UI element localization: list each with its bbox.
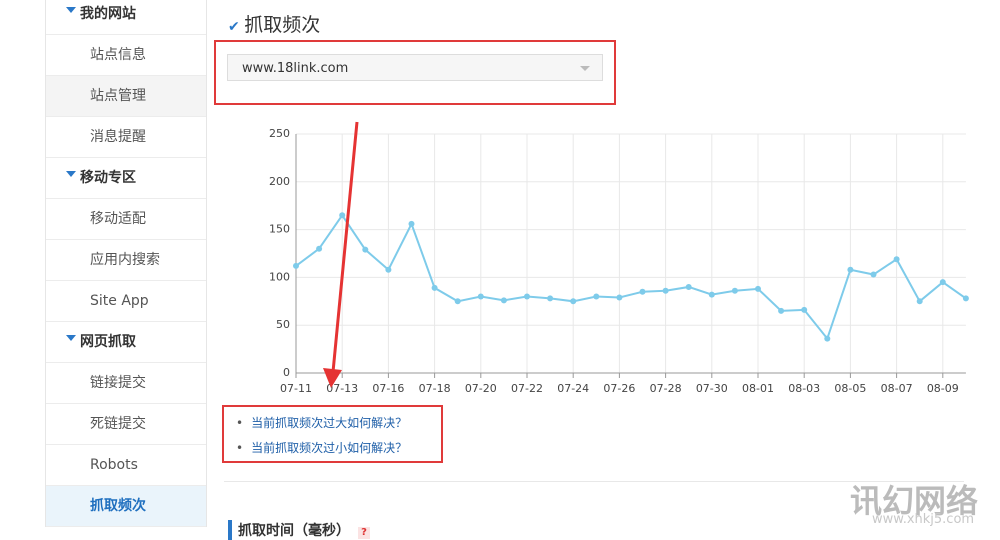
watermark-url: www.xhkj5.com [872, 512, 975, 527]
annotation-arrowhead [323, 368, 342, 388]
menu-item[interactable]: 消息提醒 [46, 117, 206, 158]
data-point [547, 295, 554, 302]
data-point [824, 335, 831, 342]
data-point [916, 298, 923, 305]
x-tick-label: 07-18 [419, 382, 451, 395]
x-tick-label: 07-28 [650, 382, 682, 395]
watermark: 讯幻网络 [850, 482, 979, 520]
data-point [755, 285, 761, 292]
separator [224, 481, 964, 482]
data-point [708, 291, 715, 298]
data-point [408, 220, 415, 227]
help-icon[interactable]: ? [358, 527, 370, 539]
x-tick-label: 07-24 [557, 382, 589, 395]
data-point [685, 283, 692, 290]
page-title: ✔ 抓取频次 [228, 10, 320, 37]
x-tick-label: 08-01 [742, 382, 774, 395]
site-dropdown[interactable]: www.18link.com [227, 54, 603, 81]
data-point [431, 284, 438, 291]
data-point [778, 307, 785, 314]
menu-item[interactable]: 移动适配 [46, 199, 206, 240]
data-point [293, 262, 299, 269]
sidebar: 我的网站 站点信息 站点管理 消息提醒 移动专区 移动适配 应用内搜索 Site App 网页抓… [45, 0, 207, 527]
series-line [295, 213, 967, 341]
data-point [477, 293, 484, 300]
data-point [362, 246, 369, 253]
data-point [870, 271, 877, 278]
x-tick-label: 07-16 [372, 382, 404, 395]
title-text: 抓取频次 [244, 14, 321, 36]
x-tick-label: 08-05 [834, 382, 866, 395]
section-title: 抓取时间（毫秒）? [228, 520, 370, 540]
y-tick-label: 150 [269, 223, 290, 236]
menu-item[interactable]: 站点信息 [46, 35, 206, 76]
menu-group[interactable]: 移动专区 [46, 158, 206, 199]
help-link[interactable]: 当前抓取频次过大如何解决？ [236, 414, 407, 439]
data-point [339, 212, 346, 219]
y-tick-label: 200 [269, 175, 290, 188]
data-point [316, 245, 323, 252]
data-point [593, 293, 600, 300]
data-point [847, 266, 854, 273]
x-tick-label: 07-26 [603, 382, 635, 395]
data-point [500, 297, 507, 304]
menu-item[interactable]: 抓取频次 [46, 486, 206, 527]
x-tick-label: 08-07 [881, 382, 913, 395]
y-tick-label: 0 [283, 366, 290, 379]
data-point [385, 266, 392, 273]
data-point [616, 294, 623, 301]
y-tick-label: 100 [269, 270, 290, 283]
x-tick-label: 07-30 [696, 382, 728, 395]
section-text: 抓取时间（毫秒） [238, 523, 350, 539]
menu-item[interactable]: 应用内搜索 [46, 240, 206, 281]
data-point [731, 287, 738, 294]
data-point [962, 295, 969, 302]
menu-group[interactable]: 网页抓取 [46, 322, 206, 363]
data-point [639, 288, 646, 295]
x-tick-label: 07-13 [326, 382, 358, 395]
data-point [801, 306, 808, 313]
x-tick-label: 07-22 [511, 382, 543, 395]
x-tick-label: 08-03 [788, 382, 820, 395]
data-point [893, 256, 900, 263]
menu-item[interactable]: Site App [46, 281, 206, 322]
data-point [454, 298, 461, 305]
title-icon: ✔ [228, 19, 245, 35]
data-point [939, 279, 946, 286]
y-tick-label: 250 [269, 127, 290, 140]
help-links: 当前抓取频次过大如何解决？ 当前抓取频次过小如何解决？ [236, 414, 407, 464]
menu-item[interactable]: Robots [46, 445, 206, 486]
menu-item[interactable]: 链接提交 [46, 363, 206, 404]
x-tick-label: 08-09 [927, 382, 959, 395]
menu-item[interactable]: 死链提交 [46, 404, 206, 445]
highlight-box [214, 40, 616, 105]
help-link[interactable]: 当前抓取频次过小如何解决？ [236, 439, 407, 464]
data-point [662, 287, 669, 294]
y-tick-label: 50 [276, 318, 290, 331]
data-point [524, 293, 530, 300]
x-tick-label: 07-20 [465, 382, 497, 395]
menu-item[interactable]: 站点管理 [46, 76, 206, 117]
x-tick-label: 07-11 [280, 382, 312, 395]
annotation-arrow [331, 121, 359, 373]
data-point [570, 298, 577, 305]
menu-group[interactable]: 我的网站 [46, 0, 206, 35]
